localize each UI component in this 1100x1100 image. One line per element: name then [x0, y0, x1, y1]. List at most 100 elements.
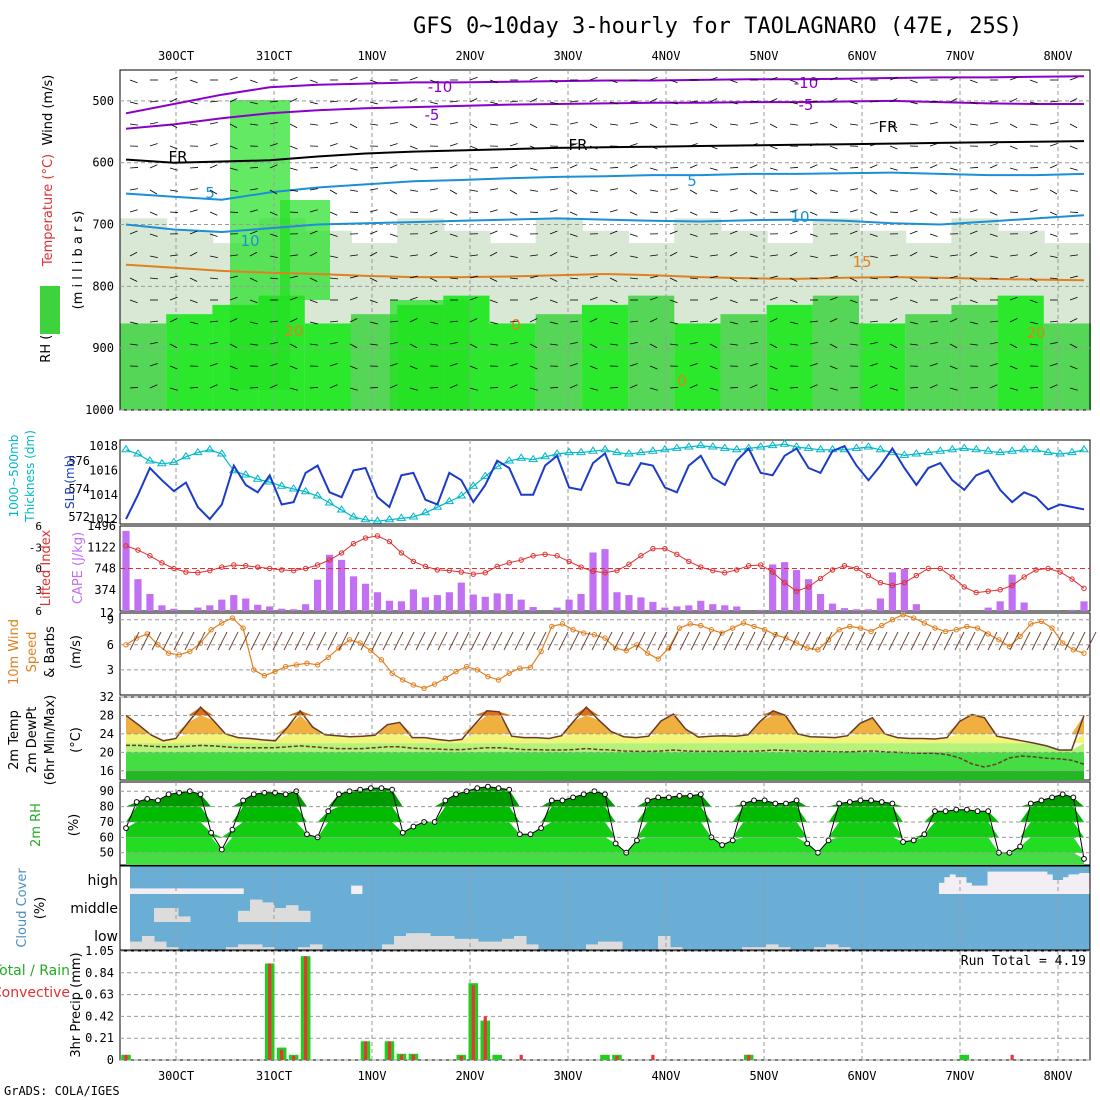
wind-barb [709, 167, 718, 171]
precip-unit-label: 3hr Precip (mm) [69, 952, 84, 1057]
slp-ytick: 1018 [89, 439, 118, 453]
cape-bar [577, 593, 585, 611]
wind-barb [909, 343, 918, 346]
wind-barb [349, 189, 358, 192]
wind-barb [409, 145, 418, 150]
rh2m-marker [580, 791, 587, 798]
surface-wind-barb [624, 631, 635, 651]
cloud-cell-low [466, 938, 479, 950]
rh2m-marker [367, 785, 374, 792]
thickness-marker [324, 498, 335, 506]
date-label-bottom: 5NOV [750, 1069, 779, 1083]
rh2m-marker [442, 797, 449, 804]
wind10m-barbs-label: & Barbs [43, 626, 58, 678]
wind-speed-marker [900, 611, 906, 618]
wind-barb [249, 387, 259, 389]
precip-convective-bar [292, 1055, 296, 1060]
wind-barb [249, 277, 258, 282]
lifted-index-marker [566, 558, 572, 565]
isotherm--5 [125, 99, 1084, 130]
rh2m-marker [932, 808, 938, 815]
wind-barb [529, 145, 538, 150]
wind-barb [389, 143, 398, 147]
wind10m-ytick: 9 [107, 613, 114, 627]
cloud-cell-high [1030, 871, 1037, 894]
wind-barb [509, 100, 518, 103]
rh2m-marker [1038, 797, 1045, 804]
wind-barb [909, 79, 918, 84]
rh-shade-low [905, 314, 953, 410]
lifted-index-marker [865, 572, 872, 579]
surface-wind-barb [1053, 631, 1064, 651]
precip-convective-bar [459, 1055, 463, 1060]
wind-barb [729, 230, 738, 235]
cloud-cell-low [310, 944, 323, 950]
wind-barb [629, 189, 638, 195]
wind-barb [409, 167, 418, 171]
wind-barb [929, 277, 938, 280]
upper-air-ytick: 500 [92, 94, 114, 108]
cape-bar [457, 582, 465, 611]
wind-barb [409, 318, 418, 323]
wind-barb [809, 211, 818, 216]
wind-barb [429, 188, 438, 191]
thickness-marker [408, 512, 419, 520]
cape-bar [290, 609, 298, 611]
wind-barb [1009, 123, 1018, 129]
cape-bar [589, 552, 597, 611]
wind-barb [809, 277, 818, 280]
surface-wind-barb [338, 631, 349, 651]
thickness-marker [803, 443, 814, 451]
rh2m-ytick: 50 [100, 846, 114, 860]
wind-barb [209, 255, 218, 259]
wind-barb [169, 387, 178, 391]
wind-barb [1069, 387, 1078, 391]
rh2m-marker [399, 829, 406, 836]
wind-speed-marker [400, 677, 406, 683]
wind-barb [849, 277, 858, 282]
wind-barb [309, 299, 318, 304]
wind-barb [429, 230, 438, 235]
cloud-cell-low [814, 947, 827, 950]
wind-barb [269, 100, 278, 103]
wind-speed-marker [325, 654, 331, 661]
wind-barb [669, 343, 678, 346]
wind-speed-marker [421, 685, 427, 692]
lifted-index-marker [458, 569, 464, 575]
wind-barb [509, 211, 518, 216]
cape-bar [433, 595, 441, 611]
cape-bar [505, 593, 513, 611]
cloud-cell-low [742, 947, 755, 950]
cloud-cell-low [394, 936, 407, 950]
wind-barb [129, 321, 138, 325]
wind-barb [1049, 211, 1058, 216]
wind-barb [989, 233, 998, 237]
wind-barb [809, 320, 818, 323]
wind-barb [249, 251, 258, 257]
rh2m-marker [144, 796, 151, 802]
lifted-index-marker [446, 567, 453, 574]
rh2m-marker [665, 794, 672, 801]
lifted-index-marker [781, 579, 788, 586]
isotherm-label: 5 [687, 172, 697, 190]
cape-bar [793, 570, 801, 611]
precip-convective-bar [747, 1054, 751, 1060]
wind-barb [949, 211, 959, 213]
cloud-cover-label: Cloud Cover [15, 868, 30, 948]
wind-barb [569, 341, 578, 345]
rh2m-marker [559, 797, 566, 804]
cloud-cell-low [298, 947, 311, 950]
cloud-cell-low [262, 947, 275, 950]
wind-barb [489, 299, 498, 304]
wind-speed-marker [623, 647, 629, 654]
wind-barb [209, 143, 218, 147]
thickness-marker [180, 451, 191, 460]
cloud-cell-high [194, 888, 201, 894]
wind-barb [1049, 277, 1058, 280]
surface-wind-barb [360, 631, 371, 651]
lifted-index-marker [374, 533, 381, 539]
surface-wind-barb [591, 631, 602, 651]
wind-barb [769, 275, 778, 279]
cloud-level-middle: middle [70, 901, 118, 917]
cloud-cell-low [238, 944, 251, 950]
